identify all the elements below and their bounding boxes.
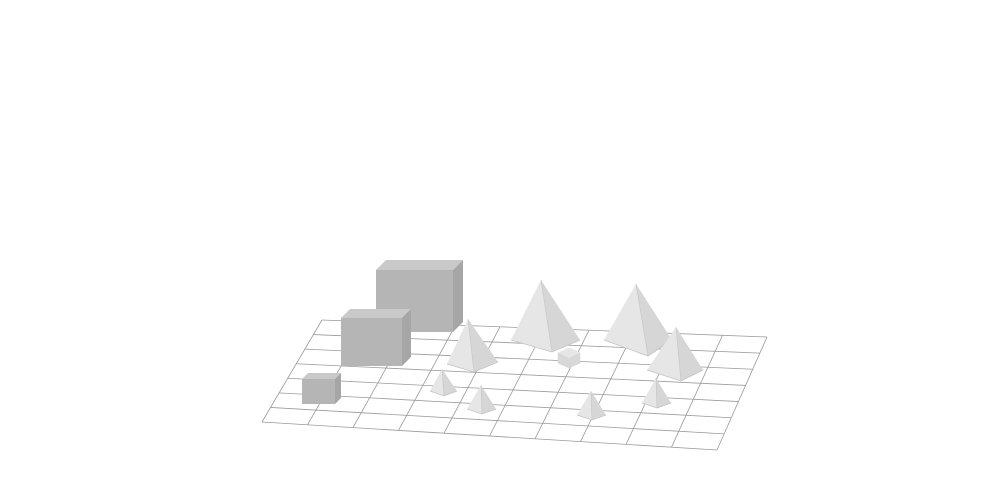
pyramid-small-1 [429,368,458,397]
grid-line-vertical [716,336,768,451]
grid-line-horizontal [296,363,746,386]
cube-medium [341,309,411,366]
pyramid-large-center [510,279,581,353]
pyramid-small-3-left-face [577,391,592,420]
pyramid-medium-left-left-face [447,319,474,372]
grid-line-vertical [671,335,723,448]
scene-objects [302,260,704,421]
cube-medium-top-face [341,309,411,318]
pyramid-medium-left-right-face [468,319,498,372]
grid-line-vertical [580,331,634,442]
pyramid-large-center-right-face [541,280,580,352]
pyramid-small-1-left-face [430,369,444,396]
pyramid-medium-right-ridge [675,326,682,382]
pyramid-small-3-right-face [591,391,606,420]
cube-medium-side-face [402,309,411,366]
pyramid-small-3 [576,390,607,421]
cube-small-top-face [302,373,341,379]
cube-small [302,373,341,404]
grid-line-horizontal [279,392,732,419]
cube-medium-front-face [341,318,402,366]
pyramid-small-2-left-face [467,385,482,414]
pyramid-small-1-right-face [442,369,457,396]
pyramid-small-3-ridge [590,390,593,421]
grid-line-vertical [398,324,456,431]
grid-line-vertical [443,326,501,434]
pyramid-small-2-right-face [481,385,496,414]
pyramid-small-4-left-face [642,378,657,408]
polyhedron-small-top-face [557,347,581,358]
pyramid-small-4-ridge [655,377,658,409]
pyramid-medium-right-left-face [647,327,681,381]
cube-large-top-face [376,260,463,270]
cube-small-front-face [302,379,335,404]
grid-line-vertical [261,319,323,423]
pyramid-medium-right-right-face [676,327,703,381]
grid-line-vertical [534,330,590,439]
cube-small-side-face [335,373,341,404]
pyramid-small-2-ridge [480,384,483,415]
cube-large-side-face [453,260,463,332]
pyramid-small-2 [466,384,497,415]
pyramid-small-4 [641,377,672,409]
pyramid-large-right [603,283,673,357]
pyramid-medium-right [646,326,704,382]
pyramid-large-center-ridge [540,279,553,353]
pyramid-medium-left-ridge [467,318,475,373]
pyramid-large-center-left-face [511,280,552,352]
pyramid-large-right-ridge [635,283,649,357]
pyramid-medium-left [446,318,499,373]
polyhedron-small [557,347,581,369]
pyramid-small-4-right-face [656,378,671,408]
grid-line-horizontal [270,407,725,435]
pyramid-large-right-left-face [604,284,648,356]
pyramid-small-1-ridge [441,368,445,397]
grid-line-horizontal [261,421,718,451]
